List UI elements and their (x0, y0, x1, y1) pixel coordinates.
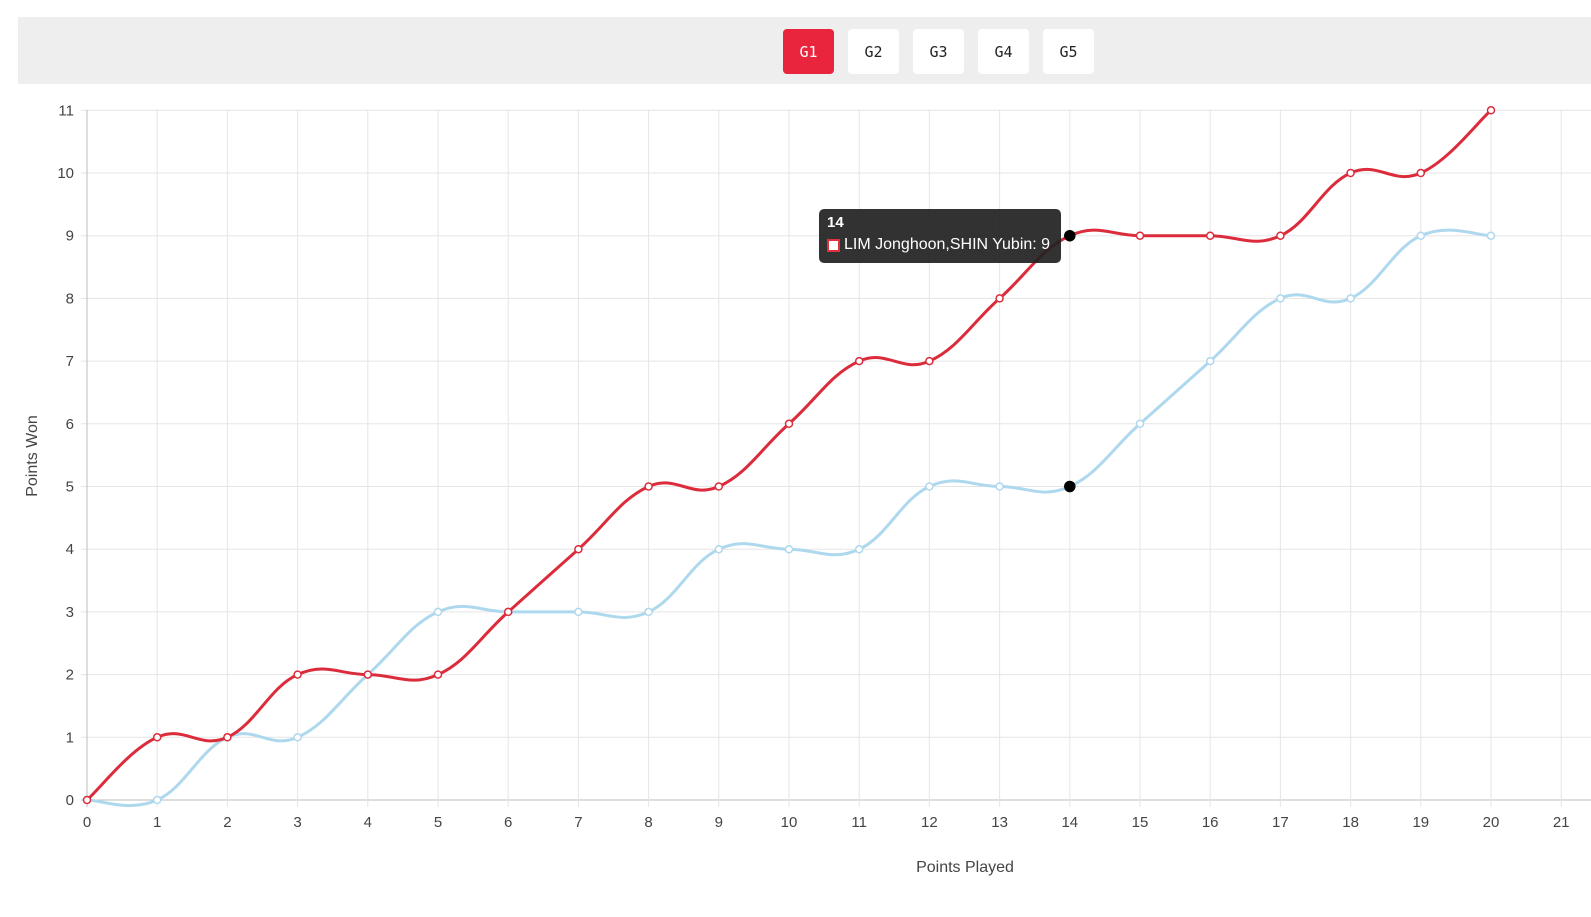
x-tick-label: 10 (781, 814, 798, 831)
y-tick-label: 4 (66, 541, 74, 558)
y-tick-label: 0 (66, 792, 74, 809)
hover-tooltip: 14 LIM Jonghoon,SHIN Yubin : 9 (819, 209, 1061, 263)
data-point (293, 670, 302, 679)
chart-series (82, 106, 1496, 808)
x-axis-title: Points Played (916, 859, 1014, 876)
data-point (152, 733, 162, 742)
y-tick-label: 5 (66, 479, 74, 496)
data-point (1486, 231, 1496, 240)
data-point (784, 419, 794, 429)
x-tick-label: 14 (1061, 814, 1078, 831)
data-point (433, 670, 443, 679)
data-point (433, 607, 443, 617)
x-tick-label: 8 (644, 814, 652, 831)
x-tick-label: 20 (1483, 814, 1500, 831)
x-tick-label: 4 (364, 814, 372, 831)
x-tick-label: 6 (504, 814, 512, 831)
y-tick-label: 2 (66, 667, 74, 684)
data-point (1346, 294, 1355, 303)
tab-g2[interactable]: G2 (848, 29, 899, 74)
tab-g4[interactable]: G4 (978, 29, 1029, 74)
game-tabs: G1 G2 G3 G4 G5 (783, 29, 1094, 74)
x-tick-label: 21 (1553, 814, 1570, 831)
x-tick-label: 2 (223, 814, 231, 831)
data-point (574, 544, 583, 554)
data-point (925, 356, 934, 366)
data-point (854, 356, 864, 366)
tab-g5[interactable]: G5 (1043, 29, 1094, 74)
x-tick-label: 3 (293, 814, 301, 831)
y-tick-label: 8 (66, 290, 74, 307)
data-point (1205, 231, 1215, 240)
y-axis-title: Points Won (24, 415, 41, 497)
x-tick-label: 16 (1202, 814, 1219, 831)
tooltip-color-swatch (827, 238, 840, 252)
data-point (1064, 229, 1076, 242)
y-tick-label: 6 (66, 416, 74, 433)
tooltip-series-label: LIM Jonghoon,SHIN Yubin (844, 236, 1033, 253)
data-point (714, 544, 724, 554)
data-point (995, 482, 1004, 491)
data-point (925, 482, 934, 491)
x-tick-label: 11 (851, 814, 867, 831)
data-point (503, 607, 513, 617)
y-tick-label: 3 (66, 604, 74, 621)
x-tick-label: 7 (574, 814, 582, 831)
game-selector-bar: G1 G2 G3 G4 G5 (18, 17, 1591, 84)
y-tick-label: 9 (66, 228, 74, 245)
data-point (995, 294, 1004, 303)
data-point (1064, 480, 1076, 493)
x-tick-label: 18 (1342, 814, 1359, 831)
y-tick-label: 7 (66, 353, 74, 370)
data-point (1486, 106, 1496, 115)
x-tick-label: 12 (921, 814, 938, 831)
data-point (152, 795, 162, 805)
data-point (82, 795, 92, 805)
data-point (854, 544, 864, 554)
x-tick-label: 1 (153, 814, 161, 831)
x-tick-label: 13 (991, 814, 1008, 831)
data-point (1135, 231, 1145, 240)
x-tick-label: 5 (434, 814, 442, 831)
tab-g3[interactable]: G3 (913, 29, 964, 74)
x-tick-label: 15 (1132, 814, 1149, 831)
data-point (293, 733, 302, 742)
data-point (574, 607, 583, 617)
data-point (784, 544, 794, 554)
data-point (644, 482, 653, 491)
tab-g1[interactable]: G1 (783, 29, 834, 74)
data-point (1205, 356, 1215, 366)
data-point (1135, 419, 1145, 429)
x-tick-label: 0 (83, 814, 91, 831)
data-point (1346, 168, 1355, 178)
data-point (1276, 231, 1285, 240)
y-tick-label: 10 (57, 165, 74, 182)
y-tick-label: 11 (58, 102, 74, 119)
data-point (1416, 231, 1426, 240)
data-point (644, 607, 653, 617)
data-point (363, 670, 373, 679)
data-point (1416, 168, 1426, 178)
x-tick-label: 19 (1412, 814, 1429, 831)
data-point (223, 733, 232, 742)
y-tick-label: 1 (66, 729, 74, 746)
tooltip-value: 9 (1041, 236, 1051, 253)
x-tick-label: 17 (1272, 814, 1289, 831)
x-tick-label: 9 (715, 814, 723, 831)
data-point (1276, 294, 1285, 303)
tooltip-separator: : (1032, 236, 1042, 253)
data-point (714, 482, 724, 491)
tooltip-title: 14 (827, 214, 844, 231)
tooltip-row: LIM Jonghoon,SHIN Yubin : 9 (827, 234, 1053, 256)
